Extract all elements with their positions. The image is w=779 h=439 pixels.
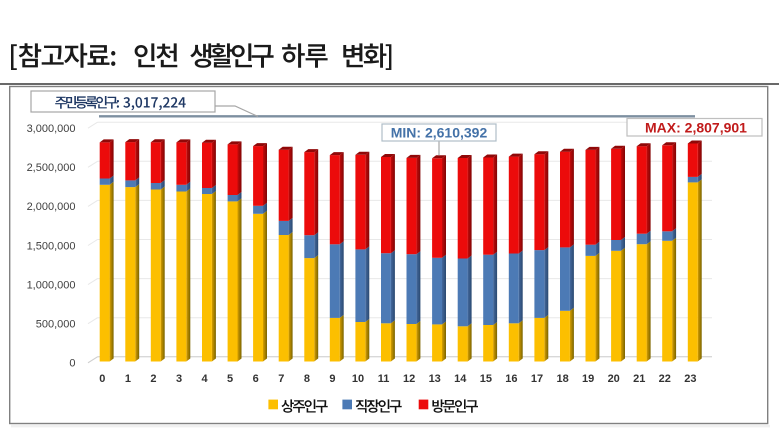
svg-text:17: 17 [531,373,543,385]
svg-text:21: 21 [633,373,645,385]
svg-text:3,000,000: 3,000,000 [27,123,76,135]
svg-text:15: 15 [480,373,492,385]
svg-text:3: 3 [176,373,182,385]
svg-text:10: 10 [352,373,364,385]
svg-text:22: 22 [659,373,671,385]
svg-text:4: 4 [202,373,209,385]
svg-text:1,000,000: 1,000,000 [27,279,76,291]
svg-text:6: 6 [253,373,259,385]
svg-text:23: 23 [684,373,696,385]
svg-text:1: 1 [125,373,131,385]
svg-text:2: 2 [150,373,156,385]
svg-text:0: 0 [69,358,75,370]
svg-text:MAX: 2,807,901: MAX: 2,807,901 [645,120,747,136]
svg-text:5: 5 [227,373,233,385]
svg-text:16: 16 [505,373,517,385]
svg-text:20: 20 [608,373,620,385]
svg-text:18: 18 [556,373,568,385]
svg-text:13: 13 [429,373,441,385]
svg-text:8: 8 [304,373,310,385]
svg-text:14: 14 [454,373,467,385]
svg-text:1,500,000: 1,500,000 [27,240,76,252]
svg-text:0: 0 [99,373,105,385]
svg-text:2,000,000: 2,000,000 [27,201,76,213]
svg-text:500,000: 500,000 [36,319,76,331]
svg-text:9: 9 [329,373,335,385]
svg-text:19: 19 [582,373,594,385]
svg-text:12: 12 [403,373,415,385]
svg-text:MIN: 2,610,392: MIN: 2,610,392 [391,125,488,141]
svg-text:7: 7 [278,373,284,385]
svg-text:11: 11 [378,373,390,385]
svg-text:2,500,000: 2,500,000 [27,162,76,174]
